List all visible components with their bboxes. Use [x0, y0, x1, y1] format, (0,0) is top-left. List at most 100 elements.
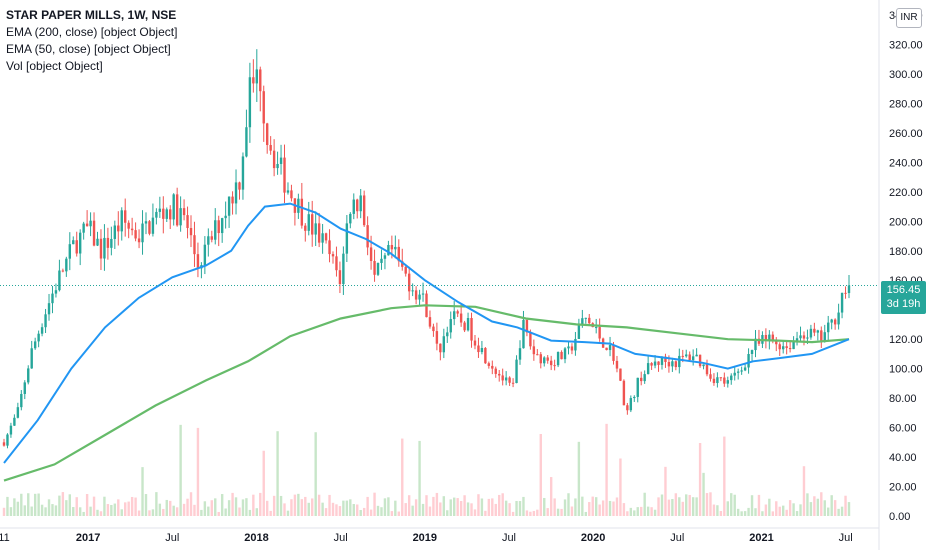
volume-bar	[44, 507, 47, 516]
volume-bar	[425, 495, 428, 516]
candle-body	[536, 354, 539, 356]
volume-bar	[754, 508, 757, 516]
candle-body	[608, 345, 612, 351]
candle-body	[307, 214, 310, 231]
candle-body	[570, 346, 574, 351]
candle-body	[574, 338, 577, 351]
volume-bar	[362, 507, 366, 516]
candle-body	[37, 333, 40, 342]
candle-body	[369, 247, 373, 261]
volume-bar	[508, 503, 511, 516]
candle-body	[92, 220, 96, 246]
volume-bar	[182, 503, 186, 516]
currency-button[interactable]: INR	[896, 8, 922, 28]
volume-bar	[373, 492, 376, 516]
candle-body	[532, 346, 536, 355]
volume-bar	[117, 499, 120, 516]
candle-body	[279, 157, 283, 164]
candle-body	[688, 354, 691, 361]
volume-bar	[664, 466, 667, 516]
candle-body	[716, 377, 719, 384]
volume-bar	[283, 503, 286, 516]
legend-title: STAR PAPER MILLS, 1W, NSE	[6, 8, 177, 22]
candle-body	[740, 370, 743, 372]
volume-bar	[106, 504, 110, 516]
volume-bar	[124, 502, 127, 516]
candle-body	[196, 254, 200, 269]
volume-bar	[615, 497, 619, 516]
y-tick-label: 220.00	[889, 187, 923, 199]
candle-body	[120, 210, 123, 232]
candle-body	[75, 240, 78, 254]
volume-bar	[563, 499, 567, 516]
volume-bar	[366, 496, 369, 516]
candle-body	[453, 311, 456, 320]
volume-bar	[809, 502, 813, 516]
candle-body	[380, 258, 383, 263]
volume-bar	[331, 502, 335, 516]
volume-bar	[401, 438, 404, 516]
volume-bar	[733, 494, 736, 516]
volume-bar	[328, 494, 331, 516]
volume-bar	[383, 498, 387, 516]
volume-bar	[736, 508, 740, 516]
candle-body	[137, 238, 141, 243]
candle-body	[657, 361, 660, 365]
candle-body	[6, 434, 9, 446]
candle-body	[837, 312, 840, 325]
volume-bar	[189, 492, 193, 516]
candle-body	[220, 218, 224, 234]
volume-bar	[608, 500, 612, 516]
candle-body	[356, 199, 359, 212]
volume-bar	[51, 504, 54, 516]
volume-bar	[220, 494, 224, 516]
candle-body	[47, 303, 51, 315]
candle-body	[217, 220, 220, 234]
volume-bar	[120, 509, 123, 516]
candle-body	[809, 328, 813, 338]
volume-bar	[33, 493, 37, 516]
volume-bar	[847, 502, 851, 516]
candle-body	[110, 238, 113, 248]
volume-bar	[137, 510, 141, 516]
candle-body	[210, 236, 213, 240]
volume-bar	[217, 511, 220, 516]
volume-bar	[594, 497, 598, 516]
y-tick-label: 300.00	[889, 69, 923, 81]
volume-bars	[2, 423, 851, 516]
candle-body	[518, 348, 522, 360]
volume-bar	[144, 494, 148, 516]
volume-bar	[581, 496, 584, 516]
volume-bar	[771, 511, 775, 516]
volume-bar	[806, 493, 809, 516]
candle-body	[78, 232, 82, 254]
candle-body	[182, 208, 186, 216]
candle-body	[754, 338, 757, 351]
candle-body	[820, 330, 823, 341]
volume-bar	[411, 505, 414, 516]
volume-bar	[695, 497, 698, 516]
candle-body	[44, 314, 47, 328]
volume-bar	[837, 508, 840, 516]
volume-bar	[470, 503, 473, 516]
y-tick-label: 20.00	[889, 482, 917, 494]
candle-body	[404, 266, 407, 274]
candle-body	[719, 377, 723, 379]
volume-bar	[750, 495, 754, 516]
x-tick-label: 2021	[749, 532, 773, 544]
volume-bar	[723, 436, 726, 516]
candle-body	[833, 319, 837, 325]
volume-bar	[453, 497, 456, 516]
candle-body	[442, 336, 446, 353]
volume-bar	[37, 493, 40, 516]
candle-body	[463, 322, 466, 331]
volume-bar	[276, 431, 279, 516]
candle-body	[397, 246, 400, 262]
volume-bar	[705, 493, 709, 516]
candle-body	[172, 194, 175, 220]
volume-bar	[629, 507, 633, 516]
volume-bar	[515, 500, 518, 516]
candle-body	[61, 270, 65, 272]
candle-body	[401, 261, 404, 267]
